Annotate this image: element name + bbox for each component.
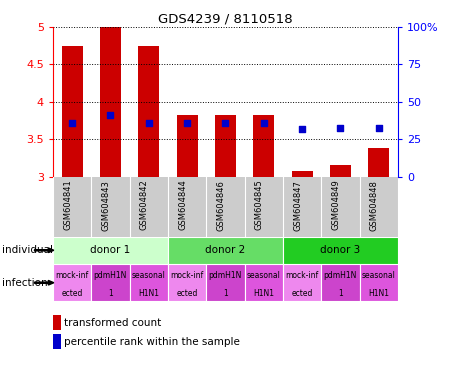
Point xyxy=(336,125,343,131)
Text: H1N1: H1N1 xyxy=(138,289,159,298)
Bar xyxy=(252,115,274,177)
Bar xyxy=(176,115,197,177)
Text: donor 2: donor 2 xyxy=(205,245,245,255)
Text: seasonal: seasonal xyxy=(361,271,395,280)
Text: H1N1: H1N1 xyxy=(368,289,388,298)
Bar xyxy=(138,46,159,177)
Text: mock-inf: mock-inf xyxy=(56,271,89,280)
Text: infection: infection xyxy=(2,278,48,288)
Text: H1N1: H1N1 xyxy=(253,289,274,298)
Title: GDS4239 / 8110518: GDS4239 / 8110518 xyxy=(158,13,292,26)
Bar xyxy=(62,46,83,177)
Point xyxy=(221,120,229,126)
Point xyxy=(298,126,305,132)
Bar xyxy=(53,237,168,264)
Text: seasonal: seasonal xyxy=(246,271,280,280)
Bar xyxy=(53,264,91,301)
Bar xyxy=(282,237,397,264)
Text: ected: ected xyxy=(291,289,312,298)
Text: GSM604848: GSM604848 xyxy=(369,180,378,230)
Point xyxy=(68,120,76,126)
Text: ected: ected xyxy=(176,289,197,298)
Bar xyxy=(214,115,235,177)
Text: ected: ected xyxy=(61,289,83,298)
Text: mock-inf: mock-inf xyxy=(170,271,203,280)
Bar xyxy=(168,264,206,301)
Bar xyxy=(129,264,168,301)
Text: GSM604847: GSM604847 xyxy=(292,180,302,230)
Bar xyxy=(359,264,397,301)
Bar xyxy=(329,166,350,177)
Text: GSM604843: GSM604843 xyxy=(101,180,110,230)
Text: individual: individual xyxy=(2,245,53,255)
Text: GSM604841: GSM604841 xyxy=(63,180,72,230)
Bar xyxy=(244,264,282,301)
Point xyxy=(183,120,190,126)
Bar xyxy=(367,148,388,177)
Text: GSM604846: GSM604846 xyxy=(216,180,225,230)
Text: donor 3: donor 3 xyxy=(319,245,360,255)
Text: seasonal: seasonal xyxy=(132,271,165,280)
Text: transformed count: transformed count xyxy=(64,318,161,328)
Text: 1: 1 xyxy=(337,289,342,298)
Bar xyxy=(282,264,320,301)
Text: mock-inf: mock-inf xyxy=(285,271,318,280)
Bar xyxy=(168,237,282,264)
Bar xyxy=(100,27,121,177)
Text: 1: 1 xyxy=(223,289,227,298)
Text: 1: 1 xyxy=(108,289,112,298)
Point xyxy=(106,112,114,118)
Text: GSM604842: GSM604842 xyxy=(140,180,148,230)
Bar xyxy=(291,171,312,177)
Text: donor 1: donor 1 xyxy=(90,245,130,255)
Text: GSM604844: GSM604844 xyxy=(178,180,187,230)
Point xyxy=(259,120,267,126)
Text: GSM604849: GSM604849 xyxy=(330,180,340,230)
Text: pdmH1N: pdmH1N xyxy=(323,271,356,280)
Point xyxy=(374,125,381,131)
Bar xyxy=(91,264,129,301)
Text: pdmH1N: pdmH1N xyxy=(208,271,241,280)
Text: percentile rank within the sample: percentile rank within the sample xyxy=(64,337,240,347)
Bar xyxy=(206,264,244,301)
Point xyxy=(145,120,152,126)
Bar xyxy=(320,264,359,301)
Text: GSM604845: GSM604845 xyxy=(254,180,263,230)
Text: pdmH1N: pdmH1N xyxy=(94,271,127,280)
